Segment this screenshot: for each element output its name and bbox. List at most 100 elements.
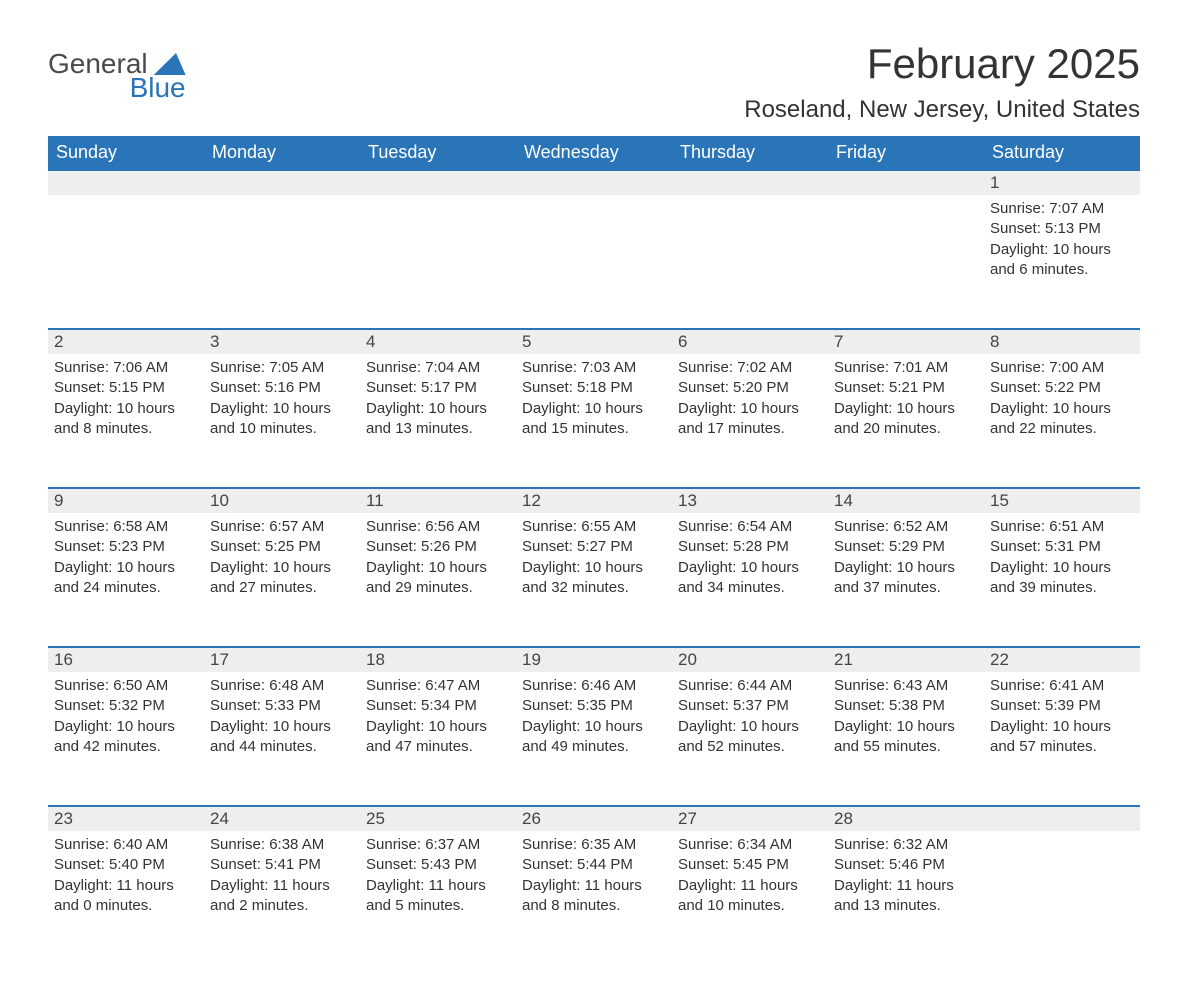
day-number-cell	[984, 806, 1140, 831]
day-content-cell: Sunrise: 7:04 AMSunset: 5:17 PMDaylight:…	[360, 354, 516, 488]
daylight-line: Daylight: 10 hours and 13 minutes.	[366, 399, 510, 440]
day-number-cell: 21	[828, 647, 984, 672]
day-content: Sunrise: 7:05 AMSunset: 5:16 PMDaylight:…	[204, 354, 360, 447]
sunset-line: Sunset: 5:17 PM	[366, 378, 510, 398]
day-number-cell: 4	[360, 329, 516, 354]
day-content-cell: Sunrise: 6:40 AMSunset: 5:40 PMDaylight:…	[48, 831, 204, 965]
sunrise-line: Sunrise: 7:05 AM	[210, 358, 354, 378]
daylight-line: Daylight: 11 hours and 2 minutes.	[210, 876, 354, 917]
day-content-cell: Sunrise: 7:00 AMSunset: 5:22 PMDaylight:…	[984, 354, 1140, 488]
sunset-line: Sunset: 5:41 PM	[210, 855, 354, 875]
sunrise-line: Sunrise: 6:32 AM	[834, 835, 978, 855]
sunrise-line: Sunrise: 7:02 AM	[678, 358, 822, 378]
day-content: Sunrise: 6:56 AMSunset: 5:26 PMDaylight:…	[360, 513, 516, 606]
day-content: Sunrise: 6:37 AMSunset: 5:43 PMDaylight:…	[360, 831, 516, 924]
day-content-cell: Sunrise: 6:56 AMSunset: 5:26 PMDaylight:…	[360, 513, 516, 647]
day-number-cell: 10	[204, 488, 360, 513]
day-content-cell: Sunrise: 6:34 AMSunset: 5:45 PMDaylight:…	[672, 831, 828, 965]
day-number-cell: 8	[984, 329, 1140, 354]
sunrise-line: Sunrise: 6:57 AM	[210, 517, 354, 537]
day-content-cell: Sunrise: 6:46 AMSunset: 5:35 PMDaylight:…	[516, 672, 672, 806]
day-content-cell: Sunrise: 6:41 AMSunset: 5:39 PMDaylight:…	[984, 672, 1140, 806]
day-content: Sunrise: 6:57 AMSunset: 5:25 PMDaylight:…	[204, 513, 360, 606]
day-number-cell: 18	[360, 647, 516, 672]
day-content: Sunrise: 6:32 AMSunset: 5:46 PMDaylight:…	[828, 831, 984, 924]
sunset-line: Sunset: 5:38 PM	[834, 696, 978, 716]
day-content: Sunrise: 6:40 AMSunset: 5:40 PMDaylight:…	[48, 831, 204, 924]
day-content-cell: Sunrise: 6:58 AMSunset: 5:23 PMDaylight:…	[48, 513, 204, 647]
title-block: February 2025 Roseland, New Jersey, Unit…	[744, 40, 1140, 124]
daylight-line: Daylight: 11 hours and 8 minutes.	[522, 876, 666, 917]
daylight-line: Daylight: 10 hours and 6 minutes.	[990, 240, 1134, 281]
day-content: Sunrise: 6:41 AMSunset: 5:39 PMDaylight:…	[984, 672, 1140, 765]
day-number-cell: 7	[828, 329, 984, 354]
day-content-cell: Sunrise: 6:44 AMSunset: 5:37 PMDaylight:…	[672, 672, 828, 806]
logo: General Blue	[48, 48, 186, 104]
day-content: Sunrise: 6:52 AMSunset: 5:29 PMDaylight:…	[828, 513, 984, 606]
sunrise-line: Sunrise: 6:41 AM	[990, 676, 1134, 696]
day-content: Sunrise: 6:48 AMSunset: 5:33 PMDaylight:…	[204, 672, 360, 765]
day-number-cell: 2	[48, 329, 204, 354]
daylight-line: Daylight: 10 hours and 57 minutes.	[990, 717, 1134, 758]
weekday-header: Monday	[204, 136, 360, 170]
daylight-line: Daylight: 10 hours and 20 minutes.	[834, 399, 978, 440]
day-content-cell	[48, 195, 204, 329]
day-content-cell: Sunrise: 6:51 AMSunset: 5:31 PMDaylight:…	[984, 513, 1140, 647]
day-number-cell: 23	[48, 806, 204, 831]
sunset-line: Sunset: 5:22 PM	[990, 378, 1134, 398]
sunrise-line: Sunrise: 6:43 AM	[834, 676, 978, 696]
sunset-line: Sunset: 5:44 PM	[522, 855, 666, 875]
daylight-line: Daylight: 11 hours and 10 minutes.	[678, 876, 822, 917]
daylight-line: Daylight: 10 hours and 55 minutes.	[834, 717, 978, 758]
day-content-cell: Sunrise: 6:52 AMSunset: 5:29 PMDaylight:…	[828, 513, 984, 647]
day-content-cell: Sunrise: 7:01 AMSunset: 5:21 PMDaylight:…	[828, 354, 984, 488]
sunrise-line: Sunrise: 6:55 AM	[522, 517, 666, 537]
daylight-line: Daylight: 11 hours and 5 minutes.	[366, 876, 510, 917]
sunrise-line: Sunrise: 6:37 AM	[366, 835, 510, 855]
day-number-cell: 12	[516, 488, 672, 513]
day-content: Sunrise: 7:07 AMSunset: 5:13 PMDaylight:…	[984, 195, 1140, 288]
day-number-cell: 5	[516, 329, 672, 354]
day-number-cell: 3	[204, 329, 360, 354]
sunset-line: Sunset: 5:23 PM	[54, 537, 198, 557]
day-content-cell: Sunrise: 7:06 AMSunset: 5:15 PMDaylight:…	[48, 354, 204, 488]
day-content: Sunrise: 6:51 AMSunset: 5:31 PMDaylight:…	[984, 513, 1140, 606]
sunset-line: Sunset: 5:29 PM	[834, 537, 978, 557]
sunset-line: Sunset: 5:45 PM	[678, 855, 822, 875]
calendar-table: SundayMondayTuesdayWednesdayThursdayFrid…	[48, 136, 1140, 965]
sunset-line: Sunset: 5:25 PM	[210, 537, 354, 557]
weekday-header-row: SundayMondayTuesdayWednesdayThursdayFrid…	[48, 136, 1140, 170]
logo-word-blue: Blue	[128, 72, 186, 104]
day-content-cell: Sunrise: 6:32 AMSunset: 5:46 PMDaylight:…	[828, 831, 984, 965]
day-content: Sunrise: 7:06 AMSunset: 5:15 PMDaylight:…	[48, 354, 204, 447]
sunset-line: Sunset: 5:33 PM	[210, 696, 354, 716]
day-content-cell	[984, 831, 1140, 965]
day-content-cell: Sunrise: 6:48 AMSunset: 5:33 PMDaylight:…	[204, 672, 360, 806]
weekday-header: Wednesday	[516, 136, 672, 170]
week-content-row: Sunrise: 7:06 AMSunset: 5:15 PMDaylight:…	[48, 354, 1140, 488]
daylight-line: Daylight: 10 hours and 37 minutes.	[834, 558, 978, 599]
week-content-row: Sunrise: 7:07 AMSunset: 5:13 PMDaylight:…	[48, 195, 1140, 329]
day-content-cell: Sunrise: 7:07 AMSunset: 5:13 PMDaylight:…	[984, 195, 1140, 329]
sunset-line: Sunset: 5:39 PM	[990, 696, 1134, 716]
sunset-line: Sunset: 5:18 PM	[522, 378, 666, 398]
week-content-row: Sunrise: 6:40 AMSunset: 5:40 PMDaylight:…	[48, 831, 1140, 965]
day-content-cell: Sunrise: 6:37 AMSunset: 5:43 PMDaylight:…	[360, 831, 516, 965]
day-content: Sunrise: 6:54 AMSunset: 5:28 PMDaylight:…	[672, 513, 828, 606]
daylight-line: Daylight: 11 hours and 13 minutes.	[834, 876, 978, 917]
day-number-cell: 6	[672, 329, 828, 354]
day-number-cell: 1	[984, 170, 1140, 195]
day-number-cell: 26	[516, 806, 672, 831]
day-number-cell: 20	[672, 647, 828, 672]
sunset-line: Sunset: 5:31 PM	[990, 537, 1134, 557]
sunset-line: Sunset: 5:13 PM	[990, 219, 1134, 239]
day-content: Sunrise: 7:01 AMSunset: 5:21 PMDaylight:…	[828, 354, 984, 447]
sunset-line: Sunset: 5:37 PM	[678, 696, 822, 716]
day-number-cell: 14	[828, 488, 984, 513]
sunrise-line: Sunrise: 7:06 AM	[54, 358, 198, 378]
week-daynum-row: 9101112131415	[48, 488, 1140, 513]
day-number-cell: 24	[204, 806, 360, 831]
daylight-line: Daylight: 10 hours and 49 minutes.	[522, 717, 666, 758]
day-content-cell: Sunrise: 7:02 AMSunset: 5:20 PMDaylight:…	[672, 354, 828, 488]
sunrise-line: Sunrise: 6:44 AM	[678, 676, 822, 696]
